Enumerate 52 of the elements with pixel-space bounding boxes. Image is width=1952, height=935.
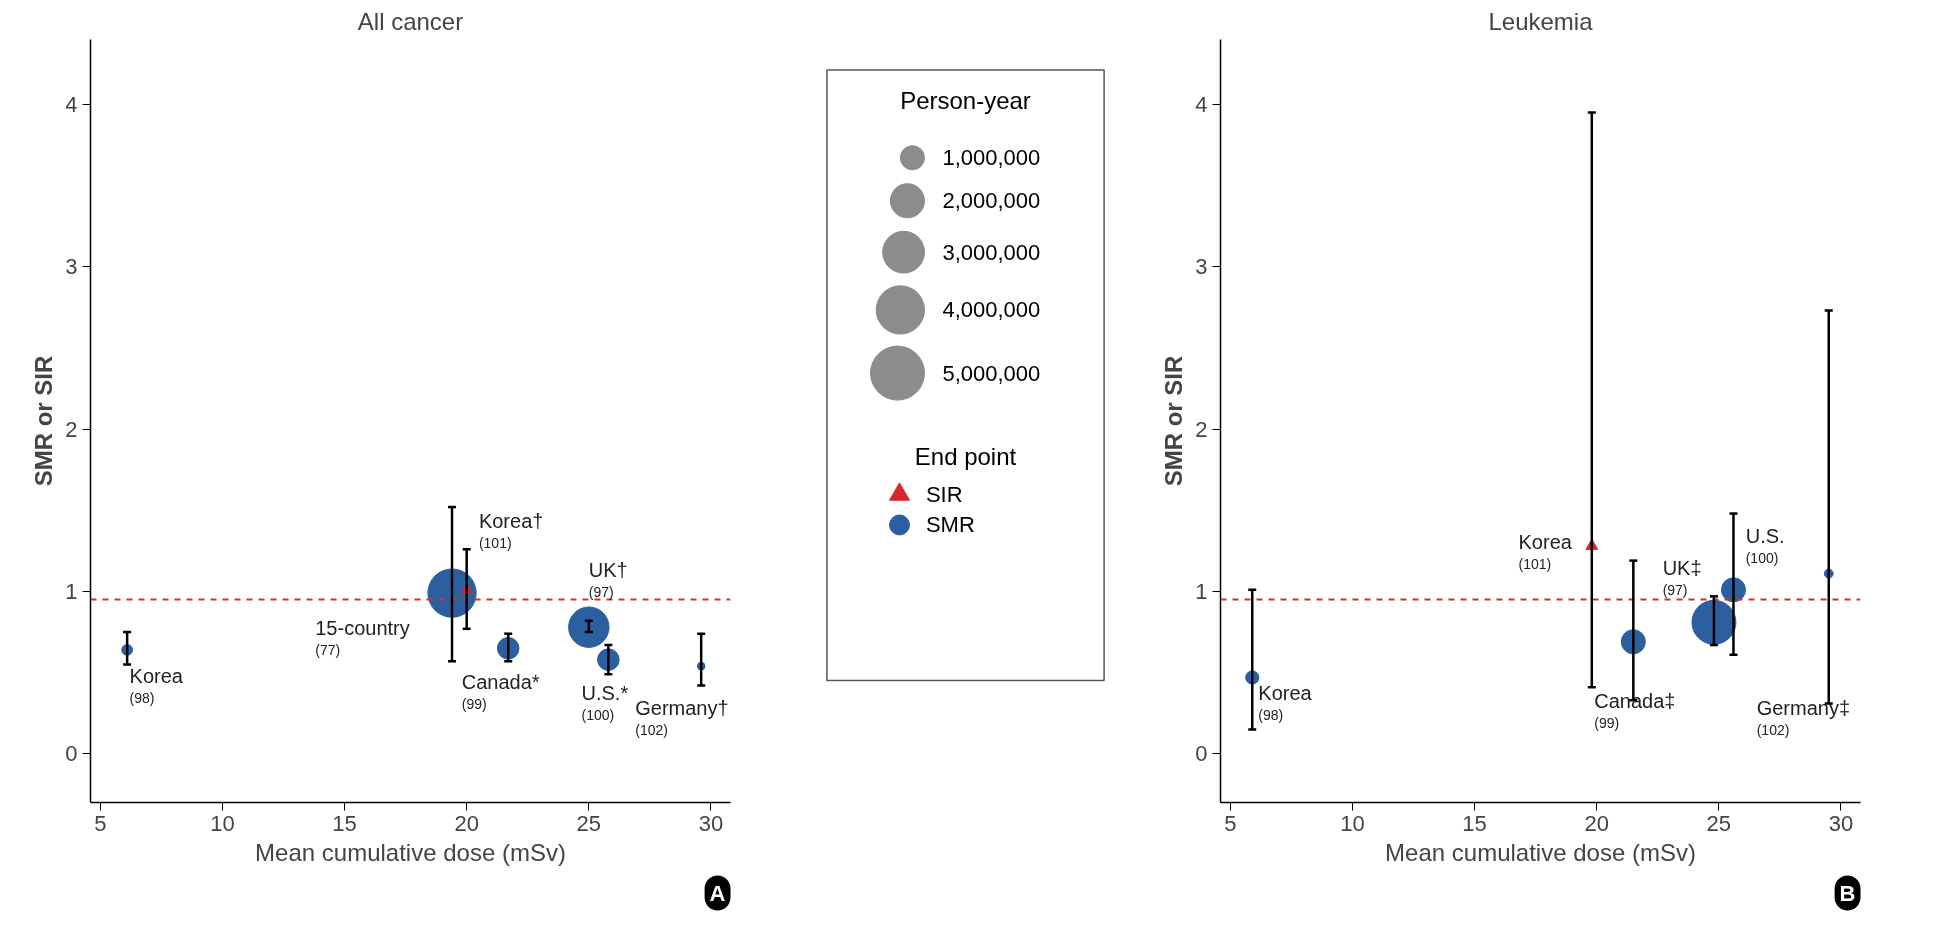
- x-axis-title: Mean cumulative dose (mSv): [255, 838, 566, 866]
- y-tick-label: 1: [65, 578, 78, 604]
- x-tick-label: 30: [1828, 810, 1854, 836]
- chart-title: All cancer: [357, 7, 464, 35]
- legend-label: 3,000,000: [942, 239, 1041, 265]
- y-tick-label: 1: [1195, 578, 1208, 604]
- legend-label: SMR: [925, 512, 975, 538]
- y-tick-label: 4: [1195, 91, 1208, 117]
- annotation: UK‡ (97): [1662, 557, 1702, 599]
- legend-label: 5,000,000: [942, 360, 1041, 386]
- annotation: Canada* (99): [461, 671, 540, 712]
- x-tick-label: 20: [1584, 810, 1609, 836]
- y-tick-label: 3: [1195, 254, 1208, 280]
- legend-label: SIR: [925, 481, 963, 507]
- chart-title: Leukemia: [1488, 7, 1594, 35]
- x-tick-label: 20: [454, 810, 479, 836]
- x-tick-label: 25: [576, 810, 602, 836]
- text: B: [1839, 880, 1856, 906]
- annotation: UK† (97): [588, 558, 628, 600]
- y-tick-label: 2: [65, 416, 78, 442]
- annotation: U.S.* (100): [581, 682, 629, 724]
- annotation: Germany† (102): [635, 696, 729, 738]
- x-tick-label: 15: [332, 810, 357, 836]
- y-tick-label: 4: [65, 91, 78, 117]
- annotation: Korea† (101): [478, 510, 544, 552]
- y-tick-label: 2: [1195, 416, 1208, 442]
- annotation: Canada‡ (99): [1594, 690, 1676, 732]
- legend-label: 4,000,000: [942, 297, 1041, 323]
- x-tick-label: 30: [698, 810, 724, 836]
- legend-title: Person-year: [900, 87, 1031, 115]
- x-tick-label: 5: [1224, 810, 1237, 836]
- x-axis-title: Mean cumulative dose (mSv): [1385, 838, 1696, 866]
- annotation: Korea (98): [1258, 682, 1313, 724]
- y-axis-title: SMR or SIR: [1160, 355, 1188, 487]
- y-tick-label: 0: [65, 741, 78, 767]
- y-tick-label: 3: [65, 254, 78, 280]
- x-tick-label: 10: [1340, 810, 1365, 836]
- annotation: Korea (101): [1518, 531, 1573, 573]
- legend-label: 1,000,000: [942, 145, 1041, 171]
- annotation: U.S. (100): [1745, 524, 1785, 566]
- legend-title: End point: [914, 442, 1017, 470]
- x-tick-label: 10: [210, 810, 235, 836]
- legend-label: 2,000,000: [942, 188, 1041, 214]
- y-tick-label: 0: [1195, 741, 1208, 767]
- x-tick-label: 15: [1462, 810, 1487, 836]
- x-tick-label: 25: [1706, 810, 1732, 836]
- annotation: Korea (98): [129, 664, 184, 706]
- text: A: [709, 880, 726, 906]
- annotation: 15-country (77): [315, 617, 410, 659]
- y-axis-title: SMR or SIR: [30, 355, 58, 487]
- annotation: Germany‡ (102): [1756, 696, 1851, 738]
- x-tick-label: 5: [94, 810, 107, 836]
